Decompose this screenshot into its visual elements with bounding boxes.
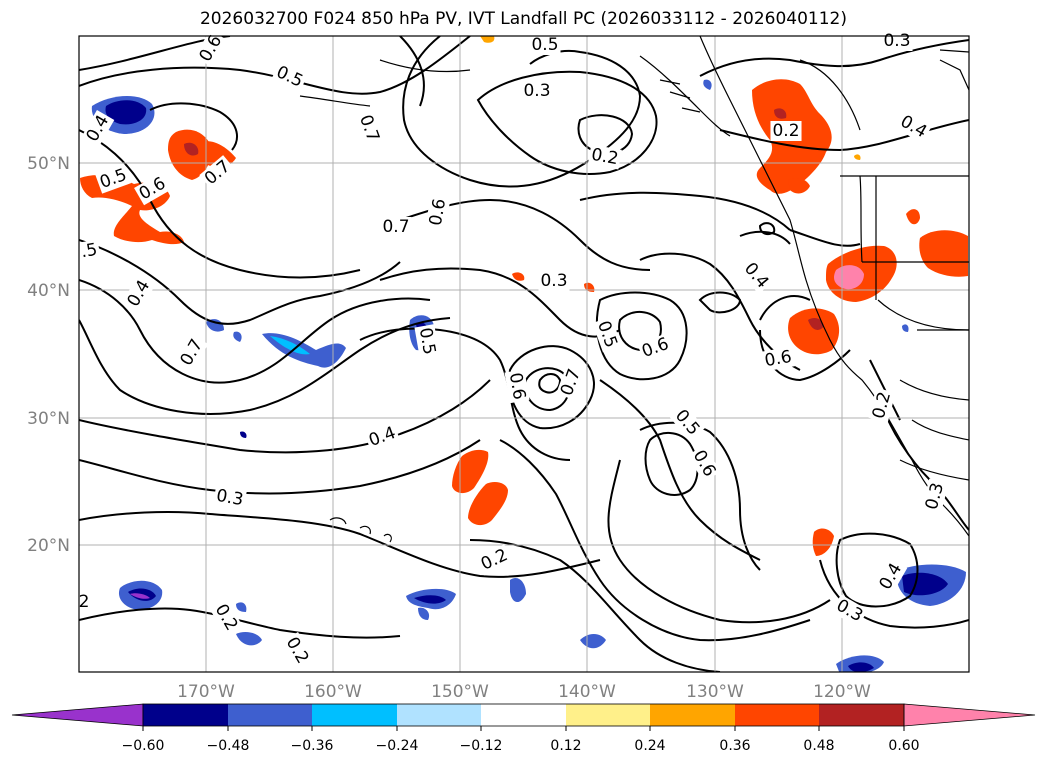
colorbar-tick-label: 0.60 bbox=[888, 738, 919, 754]
contour-label-halo bbox=[77, 239, 101, 263]
contour-label-halo bbox=[476, 544, 513, 576]
contour-label-halo bbox=[414, 324, 440, 359]
contour-label-halo bbox=[538, 271, 570, 291]
contour-label-halo bbox=[921, 478, 949, 514]
contour-label-halo bbox=[95, 164, 132, 194]
lon-label: 140°W bbox=[558, 682, 616, 702]
contour-label-halo bbox=[521, 81, 553, 101]
contour-label-halo bbox=[354, 110, 384, 147]
lon-label: 160°W bbox=[304, 682, 362, 702]
contour-label-halo bbox=[425, 195, 451, 230]
colorbar-bin bbox=[650, 704, 735, 726]
contour-label-halo bbox=[81, 110, 115, 147]
contour-label-halo bbox=[122, 275, 156, 312]
pv-contours bbox=[79, 36, 969, 672]
contour-label: 0.6 bbox=[763, 347, 793, 371]
contour-label: 0.6 bbox=[505, 371, 529, 401]
colorbar-bin bbox=[566, 704, 650, 726]
colorbar-tick-label: 0.36 bbox=[719, 738, 750, 754]
contour-label-halo bbox=[209, 599, 243, 636]
colorbar-tick-label: −0.24 bbox=[376, 738, 419, 754]
contour-label-halo bbox=[637, 333, 674, 363]
contour-label: 0.3 bbox=[540, 271, 567, 291]
colorbar-tick-label: −0.12 bbox=[460, 738, 503, 754]
contour-label-halo bbox=[76, 592, 92, 612]
contour-label: 0.3 bbox=[523, 81, 550, 101]
contour-label-halo bbox=[770, 121, 802, 141]
contour-label: 0.5 bbox=[531, 35, 558, 55]
contour-label: 2 bbox=[79, 592, 90, 612]
colorbar-tick-label: 0.24 bbox=[634, 738, 665, 754]
contour-label-halo bbox=[831, 594, 868, 628]
contour-label-halo bbox=[874, 558, 908, 595]
longitude-labels: 170°W 160°W 150°W 140°W 130°W 120°W bbox=[177, 682, 871, 702]
contour-label-halo bbox=[280, 632, 314, 669]
contour-label: 0.7 bbox=[382, 217, 409, 237]
contour-label-halo bbox=[687, 445, 721, 482]
map-area bbox=[79, 36, 969, 672]
contour-label: 0.6 bbox=[426, 197, 450, 227]
contour-label-halo bbox=[364, 422, 401, 452]
contour-label-halo bbox=[895, 110, 932, 144]
contour-label: 0.3 bbox=[883, 31, 910, 51]
colorbar-tick-label: 0.48 bbox=[803, 738, 834, 754]
lon-label: 150°W bbox=[431, 682, 489, 702]
coastlines bbox=[299, 36, 969, 543]
latitude-labels: 50°N 40°N 30°N 20°N bbox=[27, 154, 70, 556]
map-frame bbox=[78, 35, 970, 673]
contour-label-layer: 0.60.50.70.50.30.20.40.5 0.6 0.70.7 0.60.3.… bbox=[76, 30, 949, 669]
contour-label-halo bbox=[761, 346, 796, 372]
lat-label: 20°N bbox=[27, 536, 70, 556]
contour-label-halo bbox=[669, 404, 705, 441]
lon-label: 120°W bbox=[813, 682, 871, 702]
colorbar-bin bbox=[481, 704, 566, 726]
contour-label-halo bbox=[529, 35, 561, 55]
lat-label: 30°N bbox=[27, 409, 70, 429]
contour-label-halo bbox=[587, 144, 622, 170]
contour-label-halo bbox=[212, 485, 247, 511]
colorbar-bin bbox=[397, 704, 481, 726]
lat-label: 50°N bbox=[27, 154, 70, 174]
contour-label: 0.2 bbox=[590, 145, 620, 169]
colorbar-bin bbox=[312, 704, 397, 726]
contour-label-halo bbox=[380, 217, 412, 237]
lon-label: 130°W bbox=[686, 682, 744, 702]
contour-label-halo bbox=[134, 172, 171, 206]
lon-label: 170°W bbox=[177, 682, 235, 702]
figure-title: 2026032700 F024 850 hPa PV, IVT Landfall… bbox=[199, 9, 847, 29]
contour-label-halo bbox=[504, 369, 530, 404]
colorbar-extend-high bbox=[903, 703, 1036, 727]
contour-label-halo bbox=[556, 364, 586, 401]
contour-label: 0.5 bbox=[415, 326, 439, 356]
colorbar-tick-label: −0.36 bbox=[291, 738, 334, 754]
colorbar-tick-label: −0.60 bbox=[122, 738, 165, 754]
contour-label-halo bbox=[868, 387, 896, 423]
contour-label-halo bbox=[199, 155, 236, 191]
lat-label: 40°N bbox=[27, 281, 70, 301]
contour-label: 0.3 bbox=[215, 486, 245, 510]
contour-label: .5 bbox=[79, 240, 98, 263]
contour-label-halo bbox=[175, 334, 209, 371]
colorbar-extend-low bbox=[11, 703, 144, 727]
contour-label-halo bbox=[271, 61, 308, 93]
colorbar-tick-label: 0.12 bbox=[550, 738, 581, 754]
colorbar-bin bbox=[819, 704, 904, 726]
colorbar-tick-label: −0.48 bbox=[207, 738, 250, 754]
contour-label-halo bbox=[738, 257, 774, 294]
contour-label-halo bbox=[592, 316, 622, 353]
colorbar-bin bbox=[143, 704, 228, 726]
contour-label-halo bbox=[194, 30, 228, 67]
colorbar: −0.60 −0.48 −0.36 −0.24 −0.12 0.12 0.24 … bbox=[11, 703, 1036, 754]
contour-label: 0.2 bbox=[772, 121, 799, 141]
colorbar-bin bbox=[228, 704, 312, 726]
colorbar-bin bbox=[735, 704, 819, 726]
